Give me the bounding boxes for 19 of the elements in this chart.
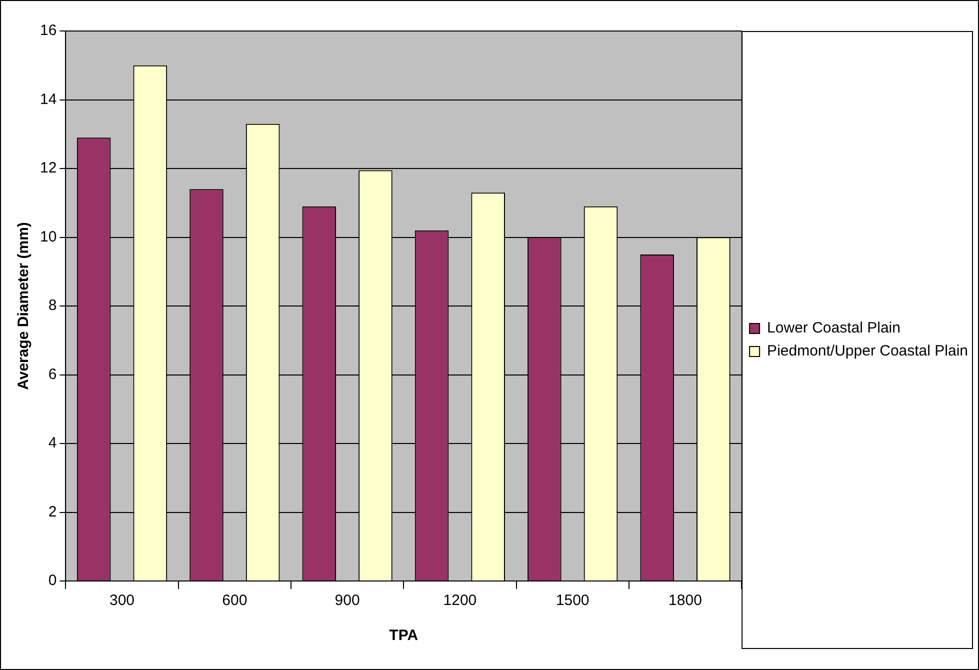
x-tick-label: 1800	[668, 592, 702, 610]
y-tick-label: 0	[48, 572, 57, 590]
x-tick-label: 1500	[556, 592, 590, 610]
x-tick-label: 1200	[443, 592, 477, 610]
x-tick-label: 900	[334, 592, 360, 610]
legend-label: Lower Coastal Plain	[767, 320, 900, 337]
y-axis-title: Average Diameter (mm)	[15, 222, 32, 390]
y-tick-label: 12	[40, 160, 57, 177]
x-axis-title: TPA	[389, 627, 418, 644]
y-tick-label: 14	[40, 90, 57, 108]
y-tick-label: 10	[40, 228, 57, 246]
y-tick-label: 2	[48, 503, 57, 520]
legend-label: Piedmont/Upper Coastal Plain	[767, 342, 968, 360]
x-tick-label: 600	[222, 592, 248, 610]
x-tick-label: 300	[109, 592, 135, 610]
y-tick-label: 16	[40, 22, 57, 40]
y-tick-label: 6	[48, 366, 57, 383]
y-tick-label: 4	[48, 434, 57, 452]
y-tick-label: 8	[48, 297, 57, 314]
